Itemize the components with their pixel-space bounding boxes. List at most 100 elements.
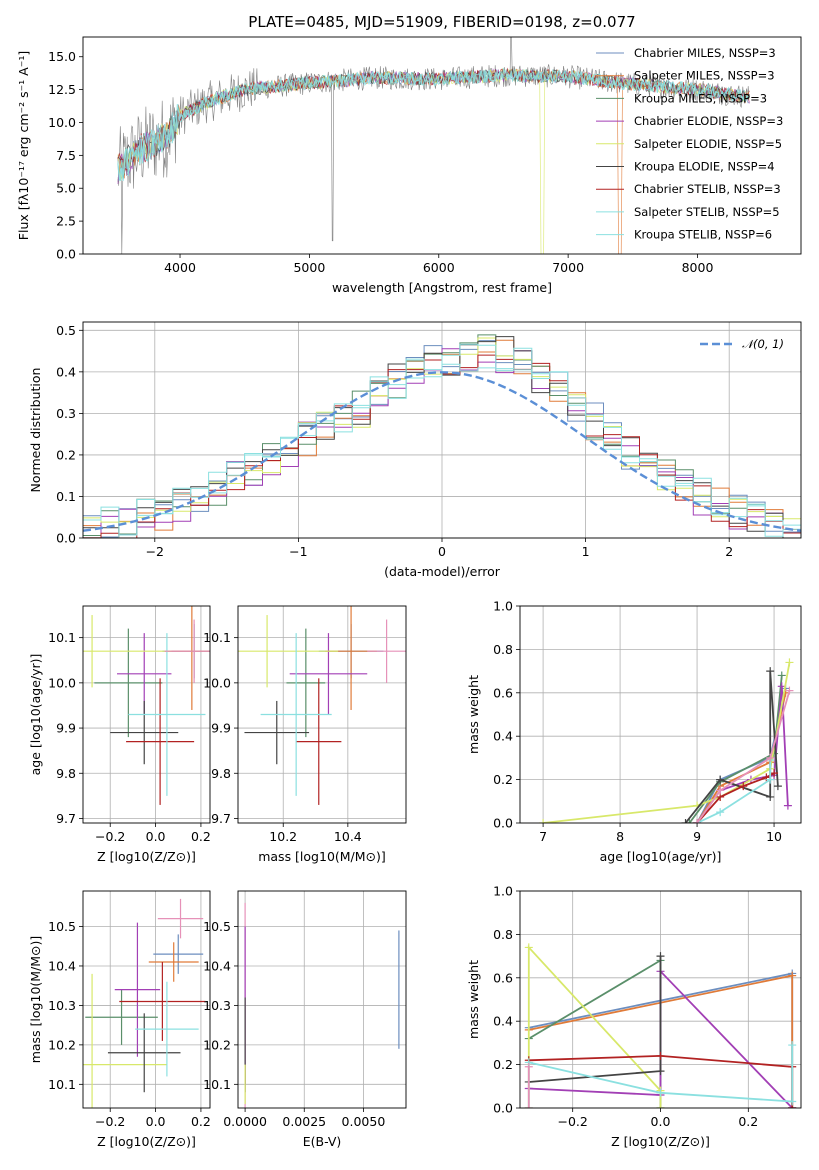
legend-entry: Salpeter MILES, NSSP=3 bbox=[634, 69, 775, 83]
x-axis-label: wavelength [Angstrom, rest frame] bbox=[332, 280, 552, 295]
age_vs_Z-plot-area bbox=[83, 606, 210, 805]
x-tick-label: 5000 bbox=[293, 260, 325, 275]
weight-marker bbox=[656, 1067, 665, 1076]
errorbar-point bbox=[126, 678, 195, 805]
weight-marker bbox=[681, 819, 690, 823]
weight-series-line bbox=[527, 945, 662, 1108]
errorbar-point bbox=[289, 633, 368, 715]
weight_vs_age-axes: 7 8 9 10 0.0 0.2 0.4 0.6 0.8 1.0 age [log10(age/yr… bbox=[466, 599, 801, 864]
x-axis-label: mass [log10(M/M⊙)] bbox=[258, 849, 386, 864]
legend-entry: Kroupa ELODIE, NSSP=4 bbox=[634, 160, 775, 174]
y-tick-label: 0.1 bbox=[56, 489, 76, 504]
y-tick-label: 0.8 bbox=[493, 927, 513, 942]
errorbar-point bbox=[83, 615, 172, 688]
mass_vs_ebv-axes: 0.0000 0.0025 0.0050 10.1 10.2 10.3 10.4 10.5 E(… bbox=[203, 891, 406, 1149]
x-tick-label: −1 bbox=[289, 544, 307, 559]
weight-marker bbox=[524, 943, 533, 952]
y-axis-label: mass weight bbox=[466, 960, 481, 1039]
legend-entry: Chabrier MILES, NSSP=3 bbox=[634, 46, 776, 60]
weight-marker bbox=[656, 1104, 665, 1108]
x-tick-label: 0.0000 bbox=[223, 1114, 267, 1129]
x-axis-label: E(B-V) bbox=[303, 1134, 342, 1149]
y-tick-label: 9.9 bbox=[56, 721, 76, 736]
y-tick-label: 0.8 bbox=[493, 642, 513, 657]
y-tick-label: 10.4 bbox=[48, 958, 76, 973]
x-tick-label: 10.4 bbox=[334, 829, 362, 844]
x-tick-label: 10.2 bbox=[269, 829, 297, 844]
chart-title: PLATE=0485, MJD=51909, FIBERID=0198, z=0… bbox=[248, 13, 635, 31]
x-tick-label: −0.2 bbox=[95, 829, 125, 844]
y-tick-label: 0.3 bbox=[56, 406, 76, 421]
spectrum-plot-area bbox=[117, 37, 750, 254]
errorbar-point bbox=[244, 700, 310, 765]
age_vs_mass-frame bbox=[237, 605, 407, 824]
weight-marker bbox=[766, 792, 775, 801]
legend-entry: Chabrier STELIB, NSSP=3 bbox=[634, 182, 781, 196]
weight-marker bbox=[788, 1097, 797, 1106]
age_vs_mass-axes: 10.2 10.4 9.7 9.8 9.9 10.0 10.1 mass [log10(M/M… bbox=[203, 606, 406, 864]
model-spectrum-line bbox=[117, 67, 750, 181]
weight-marker bbox=[766, 753, 775, 762]
y-tick-label: 0.4 bbox=[493, 1014, 513, 1029]
y-tick-label: 0.5 bbox=[56, 323, 76, 338]
errorbar-point bbox=[119, 962, 206, 1041]
y-tick-label: 9.8 bbox=[211, 766, 231, 781]
mass_vs_Z-plot-area bbox=[83, 898, 206, 1108]
y-tick-label: 0.2 bbox=[493, 1057, 513, 1072]
y-tick-label: 10.5 bbox=[203, 919, 231, 934]
errorbar-point bbox=[148, 942, 199, 982]
errorbar-point bbox=[153, 934, 204, 974]
y-tick-label: 10.2 bbox=[203, 1037, 231, 1052]
weight-marker bbox=[539, 819, 548, 823]
weight-marker bbox=[693, 819, 702, 823]
weight-marker bbox=[783, 801, 792, 810]
x-tick-label: 0.0050 bbox=[342, 1114, 386, 1129]
legend-entry: 𝒩(0, 1) bbox=[742, 337, 784, 351]
x-axis-label: (data-model)/error bbox=[384, 564, 501, 579]
errorbar-point bbox=[114, 922, 161, 1057]
residuals-axes: −2 −1 0 1 2 0.0 0.1 0.2 0.3 0.4 0.5 (data-model)/er… bbox=[28, 322, 801, 579]
y-tick-label: 5.0 bbox=[56, 181, 76, 196]
y-tick-label: 10.5 bbox=[48, 919, 76, 934]
mass_vs_Z-frame bbox=[82, 890, 211, 1109]
x-tick-label: 6000 bbox=[423, 260, 455, 275]
mass_vs_Z-axes: −0.2 0.0 0.2 10.1 10.2 10.3 10.4 10.5 Z [log10(Z… bbox=[28, 891, 211, 1149]
errorbar-point bbox=[107, 1013, 181, 1093]
normal-curve bbox=[83, 371, 801, 532]
x-tick-label: 4000 bbox=[164, 260, 196, 275]
weight-series-line bbox=[542, 662, 791, 823]
y-axis-label: mass weight bbox=[466, 675, 481, 754]
model-spectrum-line bbox=[117, 68, 750, 181]
x-tick-label: 7 bbox=[539, 829, 547, 844]
x-axis-label: age [log10(age/yr)] bbox=[600, 849, 722, 864]
y-tick-label: 0.2 bbox=[493, 772, 513, 787]
y-tick-label: 0.0 bbox=[56, 531, 76, 546]
weight-series-line bbox=[696, 690, 791, 823]
weight-marker bbox=[656, 1088, 665, 1097]
weight-marker bbox=[716, 808, 725, 817]
x-tick-label: 0.0025 bbox=[282, 1114, 326, 1129]
weight-series-line bbox=[696, 760, 772, 823]
y-tick-label: 0.4 bbox=[56, 364, 76, 379]
spectrum-frame bbox=[82, 36, 802, 255]
x-tick-label: 0 bbox=[438, 544, 446, 559]
errorbar-point bbox=[260, 633, 332, 796]
weight_vs_Z-frame bbox=[519, 890, 802, 1109]
weight-series-line bbox=[528, 958, 662, 1108]
weight-marker bbox=[773, 782, 782, 791]
x-tick-label: 0.2 bbox=[191, 829, 211, 844]
weight-marker bbox=[524, 1104, 533, 1108]
y-axis-label: age [log10(age/yr)] bbox=[28, 654, 43, 776]
x-tick-label: 0.0 bbox=[146, 1114, 166, 1129]
y-tick-label: 0.6 bbox=[493, 970, 513, 985]
y-tick-label: 9.9 bbox=[211, 721, 231, 736]
y-tick-label: 10.1 bbox=[203, 1077, 231, 1092]
errorbar-point bbox=[94, 628, 163, 738]
errorbar-point bbox=[135, 981, 199, 1077]
errorbar-point bbox=[164, 619, 210, 683]
x-tick-label: 0.2 bbox=[738, 1114, 758, 1129]
spectrum-axes: 4000 5000 6000 7000 8000 0.0 2.5 5.0 7.5 10.0 12.5… bbox=[16, 37, 750, 295]
y-tick-label: 10.1 bbox=[48, 630, 76, 645]
y-tick-label: 0.4 bbox=[493, 729, 513, 744]
y-tick-label: 9.7 bbox=[56, 811, 76, 826]
